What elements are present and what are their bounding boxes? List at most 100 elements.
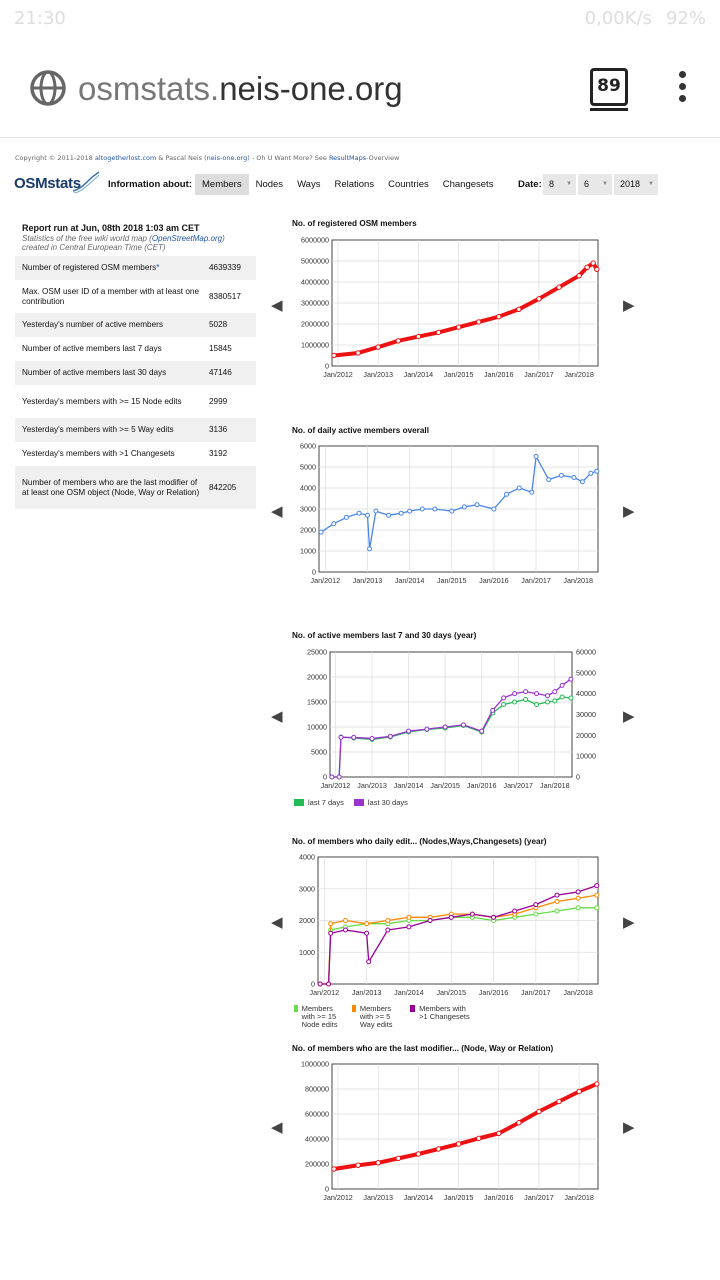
data-point <box>575 889 581 895</box>
stat-label: Yesterday's members with >= 15 Node edit… <box>22 396 182 406</box>
legend-item[interactable]: Members with >= 5 Way edits <box>352 1005 398 1029</box>
series-line <box>320 894 597 985</box>
data-point <box>469 911 475 917</box>
legend-item[interactable]: last 30 days <box>353 799 408 807</box>
y2-tick-label: 20000 <box>576 731 596 740</box>
y2-tick-label: 50000 <box>576 668 596 677</box>
data-point <box>366 959 372 965</box>
prev-arrow-icon[interactable]: ◀ <box>271 502 283 520</box>
data-point <box>545 693 551 699</box>
stat-label: Yesterday's number of active members <box>22 320 163 329</box>
x-tick-label: Jan/2018 <box>564 1193 594 1202</box>
data-point <box>546 477 552 483</box>
report-subtitle: Statistics of the free wiki world map (O… <box>22 234 225 252</box>
next-arrow-icon[interactable]: ▶ <box>623 1118 635 1136</box>
link-neis-one[interactable]: neis-one.org <box>206 154 248 162</box>
next-arrow-icon[interactable]: ▶ <box>623 913 635 931</box>
data-point <box>512 908 518 914</box>
info-label: Information about: <box>108 179 192 190</box>
report-title: Report run at Jun, 08th 2018 1:03 am CET <box>22 223 200 233</box>
data-point <box>556 1098 562 1105</box>
data-point <box>533 911 539 917</box>
x-tick-label: Jan/2014 <box>404 370 434 379</box>
x-tick-label: Jan/2018 <box>540 781 570 790</box>
y2-tick-label: 10000 <box>576 752 596 761</box>
overflow-menu-icon[interactable] <box>672 68 692 108</box>
y-tick-label: 600000 <box>305 1110 329 1119</box>
data-point <box>552 698 558 704</box>
next-arrow-icon[interactable]: ▶ <box>623 707 635 725</box>
data-point <box>415 333 422 340</box>
prev-arrow-icon[interactable]: ◀ <box>271 707 283 725</box>
y-tick-label: 1000 <box>299 948 315 957</box>
next-arrow-icon[interactable]: ▶ <box>623 502 635 520</box>
date-year-select[interactable]: 2018 ▼ <box>614 174 658 195</box>
x-tick-label: Jan/2015 <box>430 781 460 790</box>
globe-icon <box>30 70 66 106</box>
data-point <box>331 1166 337 1172</box>
tab-changesets[interactable]: Changesets <box>442 179 494 190</box>
legend-item[interactable]: Members with >= 15 Node edits <box>294 1005 340 1029</box>
data-point <box>331 352 337 359</box>
y-tick-label: 2000000 <box>301 320 329 329</box>
chart-legend: Members with >= 15 Node edits Members wi… <box>294 1005 470 1029</box>
series-line <box>333 1082 598 1171</box>
stats-table: Number of registered OSM members* 4639339… <box>15 256 256 509</box>
tab-nodes[interactable]: Nodes <box>255 179 284 190</box>
address-bar[interactable]: osmstats.neis-one.org <box>78 70 403 108</box>
tab-countries[interactable]: Countries <box>388 179 429 190</box>
y2-tick-label: 30000 <box>576 710 596 719</box>
y-tick-label: 800000 <box>305 1085 329 1094</box>
data-point <box>455 324 462 330</box>
data-point <box>512 699 518 705</box>
data-point <box>355 350 361 356</box>
tab-switcher-button[interactable]: 89 <box>590 68 628 106</box>
tab-ways[interactable]: Ways <box>297 179 321 190</box>
next-arrow-icon[interactable]: ▶ <box>623 296 635 314</box>
x-tick-label: Jan/2015 <box>444 370 474 379</box>
info-star-link[interactable]: * <box>156 263 160 272</box>
y-tick-label: 3000000 <box>301 299 329 308</box>
data-point <box>479 728 485 734</box>
link-altogetherlost[interactable]: altogetherlost.com <box>94 154 157 162</box>
data-point <box>491 506 497 512</box>
x-tick-label: Jan/2013 <box>357 781 387 790</box>
data-point <box>516 485 522 491</box>
date-day-select[interactable]: 8 ▼ <box>543 174 576 195</box>
data-point <box>523 689 529 695</box>
date-month-select[interactable]: 6 ▼ <box>578 174 612 195</box>
stat-label: Number of active members last 30 days <box>22 368 167 377</box>
data-point <box>496 1130 502 1137</box>
site-logo[interactable]: OSMstats <box>14 175 81 192</box>
y-tick-label: 400000 <box>305 1135 329 1144</box>
data-point <box>496 313 502 320</box>
copyright-line: Copyright © 2011-2018 altogetherlost.com… <box>15 154 400 162</box>
series-line <box>333 261 599 358</box>
chart-title: No. of registered OSM members <box>292 219 417 228</box>
data-point <box>504 491 510 497</box>
prev-arrow-icon[interactable]: ◀ <box>271 913 283 931</box>
prev-arrow-icon[interactable]: ◀ <box>271 296 283 314</box>
legend-item[interactable]: last 7 days <box>294 799 344 807</box>
data-point <box>554 892 560 898</box>
legend-item[interactable]: Members with >1 Changesets <box>410 1005 470 1029</box>
tab-members[interactable]: Members <box>195 174 249 195</box>
data-point <box>364 512 370 518</box>
prev-arrow-icon[interactable]: ◀ <box>271 1118 283 1136</box>
tab-relations[interactable]: Relations <box>334 179 375 190</box>
url-domain: neis-one.org <box>219 70 403 107</box>
stat-row: Yesterday's number of active members 5028 <box>15 313 256 337</box>
status-time: 21:30 <box>14 8 66 29</box>
data-point <box>501 695 507 701</box>
x-tick-label: Jan/2017 <box>524 1193 554 1202</box>
stat-value: 4639339 <box>209 263 241 272</box>
data-point <box>398 510 404 516</box>
data-point <box>449 508 455 514</box>
stat-label: Max. OSM user ID of a member with at lea… <box>22 286 200 306</box>
tab-switcher-underline <box>590 108 628 111</box>
x-tick-label: Jan/2013 <box>352 988 382 997</box>
data-point <box>594 1081 600 1087</box>
x-tick-label: Jan/2014 <box>395 576 425 585</box>
link-openstreetmap[interactable]: OpenStreetMap.org <box>151 234 223 243</box>
link-resultmaps[interactable]: ResultMaps <box>328 154 367 162</box>
